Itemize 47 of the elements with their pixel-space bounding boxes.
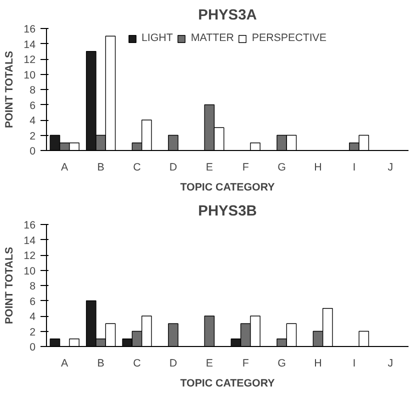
x-tick-label: I (352, 162, 356, 174)
y-tick-label: 10 (24, 69, 36, 82)
y-tick-label: 16 (24, 220, 36, 232)
legend-label: LIGHT (141, 32, 173, 44)
x-tick-label: H (314, 162, 322, 174)
x-tick-label: G (278, 358, 286, 370)
x-tick-label: B (97, 358, 104, 370)
x-tick-label: C (133, 358, 142, 370)
x-tick-label: D (169, 358, 178, 370)
chart-title: PHYS3B (198, 204, 257, 220)
x-tick-label: H (314, 358, 322, 370)
x-tick-label: G (278, 162, 286, 174)
y-tick-label: 4 (30, 311, 36, 323)
x-tick-label: F (242, 162, 250, 174)
y-tick-label: 14 (24, 234, 36, 247)
x-tick-label: J (388, 358, 394, 370)
y-tick-label: 16 (24, 24, 36, 36)
x-tick-label: B (97, 162, 104, 174)
y-tick-label: 0 (30, 342, 36, 354)
y-tick-label: 12 (24, 250, 36, 262)
x-axis-title: TOPIC CATEGORY (180, 182, 275, 194)
y-tick-label: 10 (24, 265, 36, 278)
x-tick-label: I (352, 358, 356, 370)
y-axis-title: POINT TOTALS (4, 246, 16, 324)
chart-title: PHYS3A (198, 8, 258, 24)
x-tick-label: D (169, 162, 178, 174)
y-tick-label: 0 (30, 146, 36, 158)
x-tick-label: A (61, 162, 70, 174)
y-tick-label: 14 (24, 38, 36, 51)
legend-label: PERSPECTIVE (252, 32, 327, 44)
x-tick-label: E (206, 162, 213, 174)
y-tick-label: 6 (30, 100, 36, 112)
x-tick-label: C (133, 162, 142, 174)
y-tick-label: 8 (30, 84, 36, 96)
x-tick-label: E (206, 358, 213, 370)
x-tick-label: F (242, 358, 250, 370)
y-tick-label: 4 (30, 115, 36, 127)
y-tick-label: 8 (30, 280, 36, 292)
x-axis-title: TOPIC CATEGORY (180, 378, 275, 390)
x-tick-label: A (61, 358, 70, 370)
y-tick-label: 2 (30, 326, 36, 338)
y-tick-label: 12 (24, 54, 36, 66)
y-tick-label: 6 (30, 296, 36, 308)
y-axis-title: POINT TOTALS (4, 50, 16, 128)
y-tick-label: 2 (30, 130, 36, 142)
legend-label: MATTER (190, 32, 234, 44)
x-tick-label: J (388, 162, 394, 174)
